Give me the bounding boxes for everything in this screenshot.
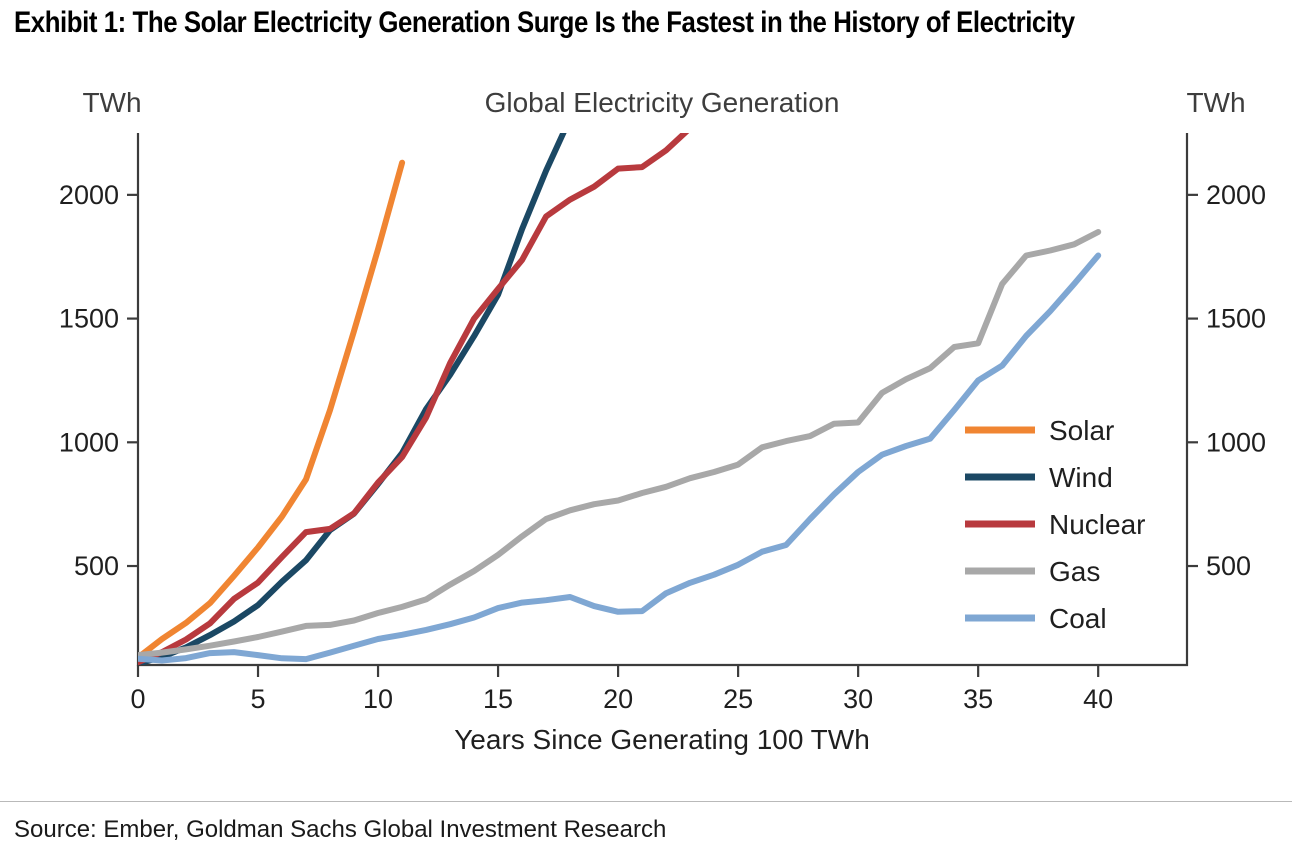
legend-item-wind: Wind	[965, 462, 1113, 493]
y-tick-label-right: 2000	[1206, 180, 1266, 210]
legend-label-gas: Gas	[1049, 556, 1100, 587]
x-tick-label: 5	[251, 684, 266, 714]
legend-item-gas: Gas	[965, 556, 1100, 587]
series-line-coal	[138, 252, 1102, 664]
x-tick-label: 25	[723, 684, 753, 714]
x-tick-label: 15	[483, 684, 513, 714]
legend-item-coal: Coal	[965, 603, 1107, 634]
source-line: Source: Ember, Goldman Sachs Global Inve…	[14, 816, 667, 843]
x-tick-label: 0	[130, 684, 145, 714]
axis-tick-labels: 500 500 1000 1000 1500 1500 2000 2000 0 5 10 15 20 25…	[59, 180, 1266, 714]
series-line-solar	[138, 159, 406, 661]
footer-divider	[0, 801, 1292, 802]
y-tick-label-right: 1000	[1206, 427, 1266, 457]
axis-spine	[136, 133, 1189, 667]
legend-label-wind: Wind	[1049, 462, 1113, 493]
legend-item-solar: Solar	[965, 415, 1114, 446]
x-tick-label: 40	[1083, 684, 1113, 714]
axis-spines	[136, 133, 1189, 667]
x-tick-label: 35	[963, 684, 993, 714]
y-tick-label-left: 1000	[59, 427, 119, 457]
chart-title: Global Electricity Generation	[485, 87, 840, 118]
legend-item-nuclear: Nuclear	[965, 509, 1145, 540]
series-line-nuclear	[138, 133, 690, 665]
y-tick-label-left: 1500	[59, 304, 119, 334]
data-series	[138, 133, 1102, 665]
y-tick-label-right: 500	[1206, 551, 1251, 581]
legend-label-nuclear: Nuclear	[1049, 509, 1145, 540]
legend-label-solar: Solar	[1049, 415, 1114, 446]
y-tick-label-left: 500	[74, 551, 119, 581]
legend-label-coal: Coal	[1049, 603, 1107, 634]
x-tick-label: 10	[363, 684, 393, 714]
line-chart: TWh Global Electricity Generation TWh 50…	[59, 87, 1266, 755]
axis-ticks	[127, 193, 1198, 677]
series-line-wind	[138, 133, 567, 665]
x-tick-label: 30	[843, 684, 873, 714]
y-tick-label-left: 2000	[59, 180, 119, 210]
y-tick-label-right: 1500	[1206, 304, 1266, 334]
legend: Solar Wind Nuclear Gas Coal	[965, 415, 1145, 634]
exhibit-title: Exhibit 1: The Solar Electricity Generat…	[14, 6, 1075, 39]
x-tick-label: 20	[603, 684, 633, 714]
x-axis-label: Years Since Generating 100 TWh	[454, 724, 870, 755]
series-line-gas	[138, 229, 1102, 659]
left-axis-unit-label: TWh	[82, 87, 141, 118]
right-axis-unit-label: TWh	[1186, 87, 1245, 118]
